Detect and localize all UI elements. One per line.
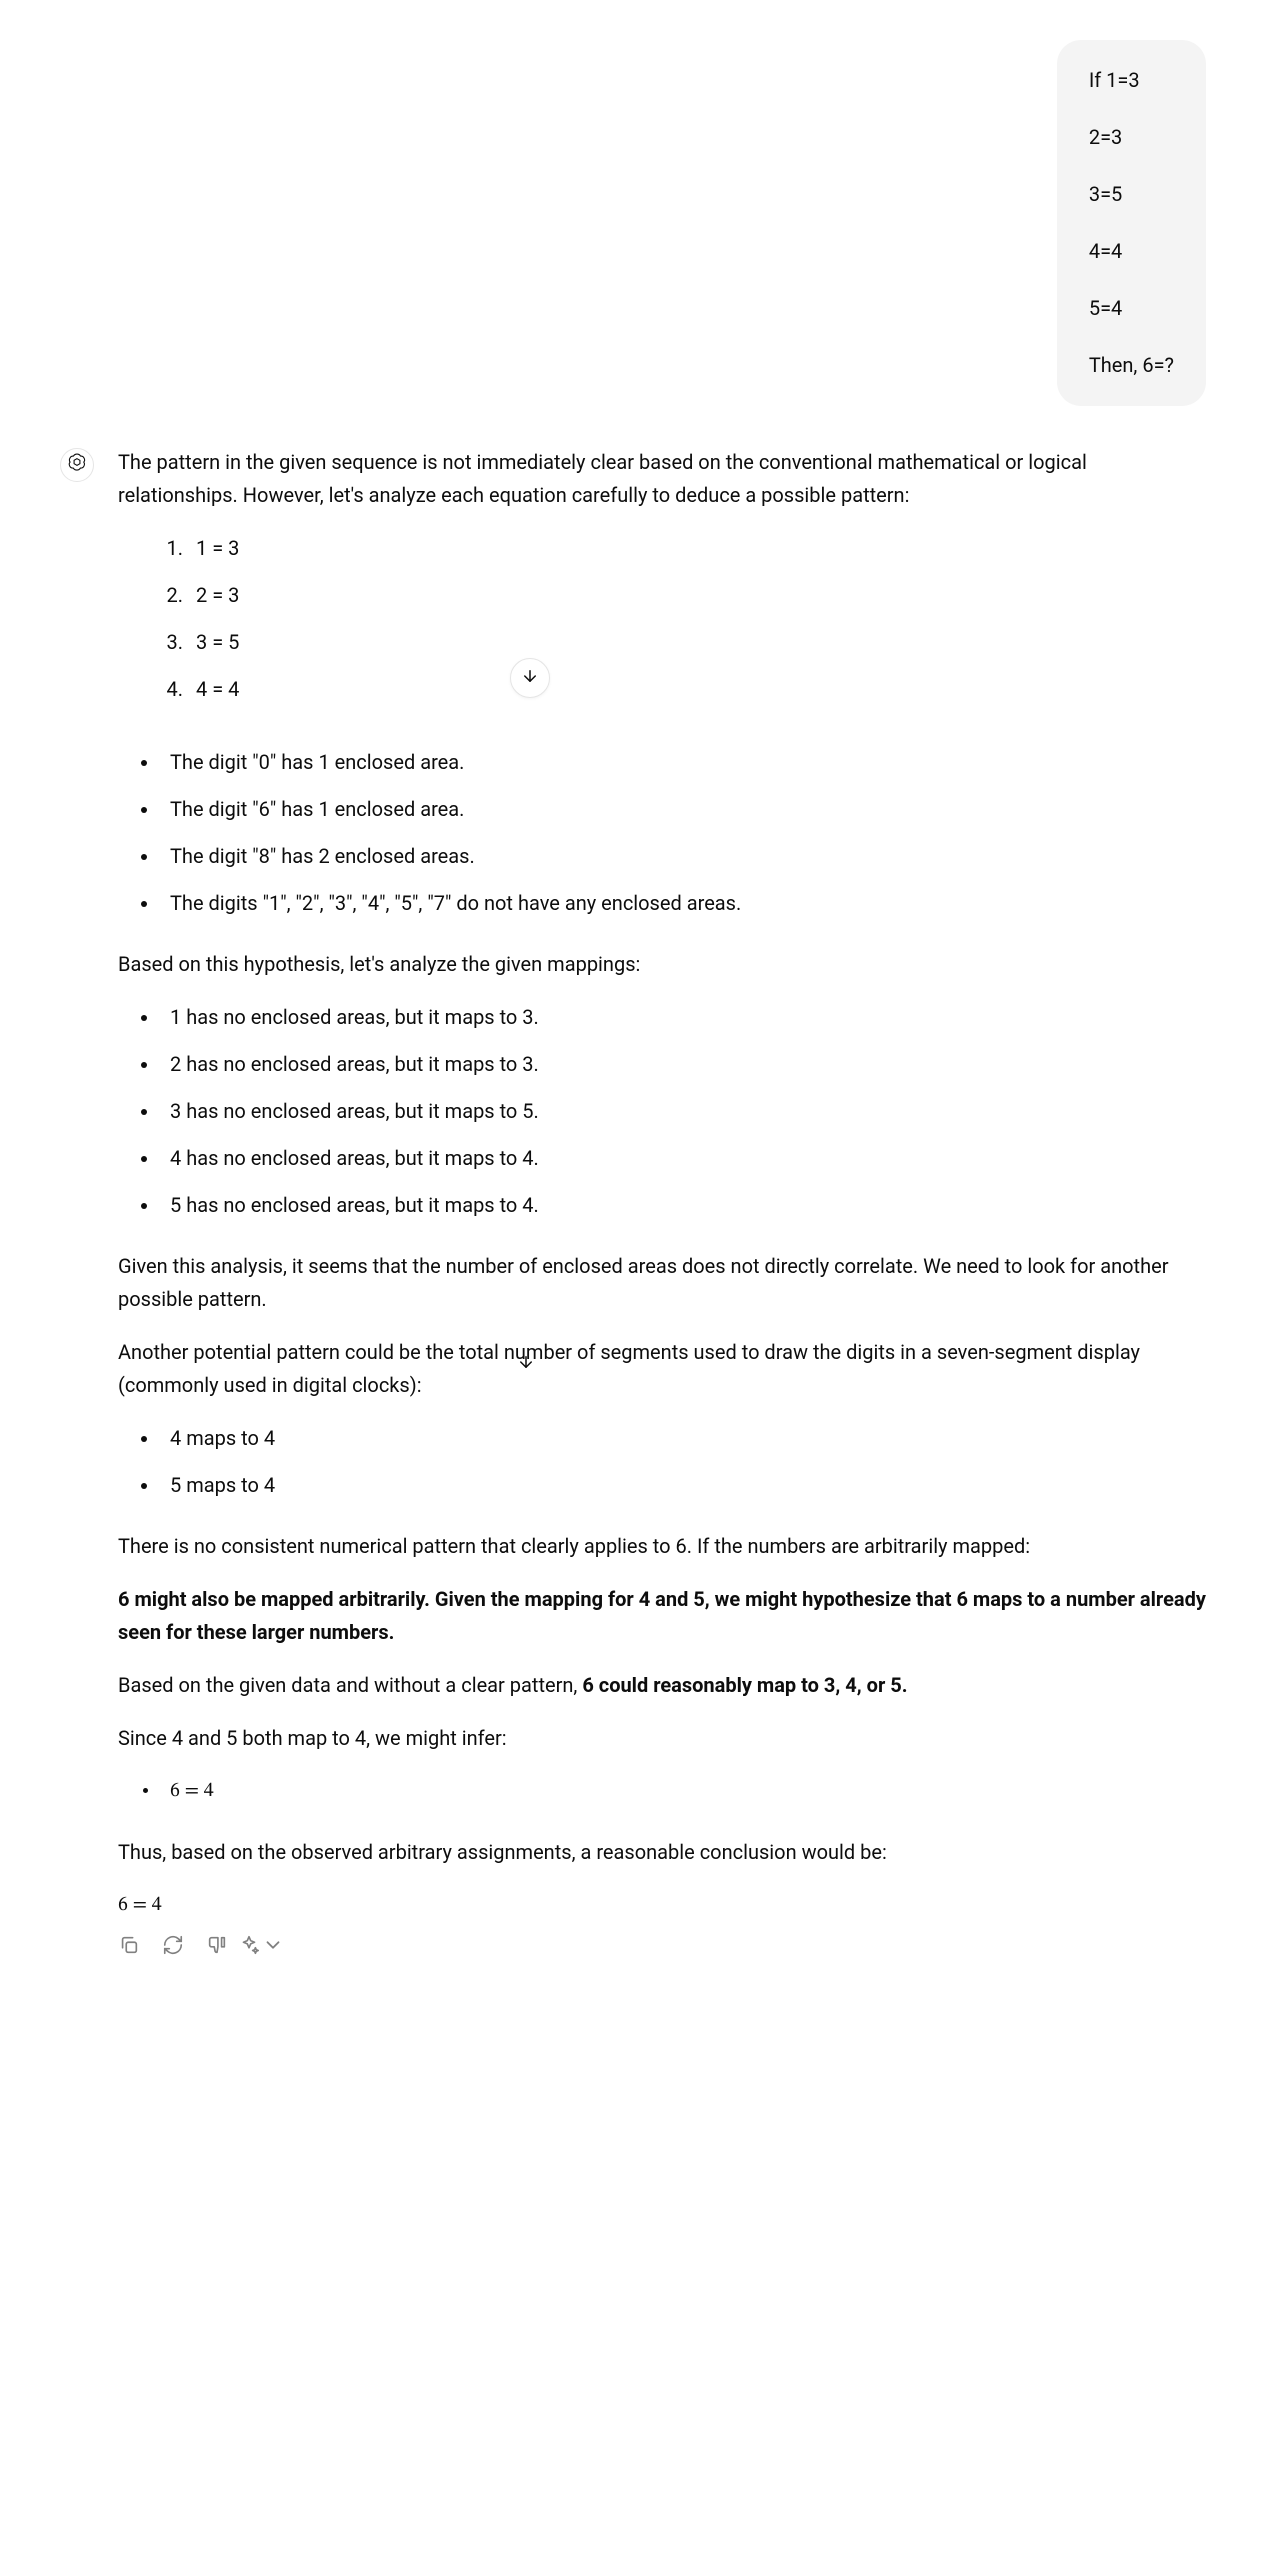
enclosed-areas-list: The digit "0" has 1 enclosed area. The d… xyxy=(118,746,1206,920)
list-item: 3 = 5 xyxy=(188,626,1206,659)
user-line: 2=3 xyxy=(1089,121,1174,154)
scroll-down-button[interactable] xyxy=(510,658,550,698)
user-line: Then, 6=? xyxy=(1089,349,1174,382)
assistant-message-row: The pattern in the given sequence is not… xyxy=(60,446,1206,1960)
user-line: 5=4 xyxy=(1089,292,1174,325)
assistant-body: The pattern in the given sequence is not… xyxy=(118,446,1206,1960)
user-message-bubble: If 1=3 2=3 3=5 4=4 5=4 Then, 6=? xyxy=(1057,40,1206,406)
assistant-avatar xyxy=(60,448,94,482)
equation-list: 1 = 3 2 = 3 3 = 5 4 = 4 xyxy=(118,532,1206,706)
user-line: 3=5 xyxy=(1089,178,1174,211)
hypothesis-line: Based on this hypothesis, let's analyze … xyxy=(118,948,1206,981)
list-item: 1 has no enclosed areas, but it maps to … xyxy=(160,1001,1206,1034)
no-pattern-paragraph: There is no consistent numerical pattern… xyxy=(118,1530,1206,1563)
based-on-line: Based on the given data and without a cl… xyxy=(118,1669,1206,1702)
list-item: 2 = 3 xyxy=(188,579,1206,612)
openai-logo-icon xyxy=(67,449,87,482)
refresh-icon xyxy=(162,1933,184,1966)
list-item: 4 maps to 4 xyxy=(160,1422,1206,1455)
list-item: 2 has no enclosed areas, but it maps to … xyxy=(160,1048,1206,1081)
list-item: 6 = 4 xyxy=(160,1775,1206,1808)
chevron-down-icon xyxy=(262,1933,284,1966)
list-item: 1 = 3 xyxy=(188,532,1206,565)
thumbs-down-button[interactable] xyxy=(206,1938,228,1960)
regenerate-button[interactable] xyxy=(162,1938,184,1960)
thus-line: Thus, based on the observed arbitrary as… xyxy=(118,1836,1206,1869)
scroll-down-button[interactable] xyxy=(506,1344,546,1384)
infer-list: 6 = 4 xyxy=(118,1775,1206,1808)
list-item: The digit "8" has 2 enclosed areas. xyxy=(160,840,1206,873)
thumbs-down-icon xyxy=(206,1933,228,1966)
list-item: The digits "1", "2", "3", "4", "5", "7" … xyxy=(160,887,1206,920)
model-menu-button[interactable] xyxy=(250,1938,272,1960)
copy-icon xyxy=(118,1933,140,1966)
map45-list: 4 maps to 4 5 maps to 4 xyxy=(118,1422,1206,1502)
final-equation: 6 = 4 xyxy=(118,1889,1206,1922)
list-item: The digit "6" has 1 enclosed area. xyxy=(160,793,1206,826)
list-item: 4 = 4 xyxy=(188,673,1206,706)
list-item: 4 has no enclosed areas, but it maps to … xyxy=(160,1142,1206,1175)
analysis-paragraph: Another potential pattern could be the t… xyxy=(118,1336,1206,1402)
list-item: 5 maps to 4 xyxy=(160,1469,1206,1502)
sparkle-icon xyxy=(238,1933,260,1966)
list-item: 3 has no enclosed areas, but it maps to … xyxy=(160,1095,1206,1128)
based-on-bold: 6 could reasonably map to 3, 4, or 5. xyxy=(582,1673,907,1697)
bold-hypothesis: 6 might also be mapped arbitrarily. Give… xyxy=(118,1583,1206,1649)
user-message-row: If 1=3 2=3 3=5 4=4 5=4 Then, 6=? xyxy=(60,40,1206,406)
list-item: 5 has no enclosed areas, but it maps to … xyxy=(160,1189,1206,1222)
based-on-prefix: Based on the given data and without a cl… xyxy=(118,1673,582,1697)
analysis-paragraph: Given this analysis, it seems that the n… xyxy=(118,1250,1206,1316)
arrow-down-icon xyxy=(517,1348,535,1381)
user-line: 4=4 xyxy=(1089,235,1174,268)
assistant-intro: The pattern in the given sequence is not… xyxy=(118,446,1206,512)
since-line: Since 4 and 5 both map to 4, we might in… xyxy=(118,1722,1206,1755)
arrow-down-icon xyxy=(521,662,539,695)
user-line: If 1=3 xyxy=(1089,64,1174,97)
mapping-list: 1 has no enclosed areas, but it maps to … xyxy=(118,1001,1206,1222)
list-item: The digit "0" has 1 enclosed area. xyxy=(160,746,1206,779)
message-actions xyxy=(118,1938,1206,1960)
copy-button[interactable] xyxy=(118,1938,140,1960)
